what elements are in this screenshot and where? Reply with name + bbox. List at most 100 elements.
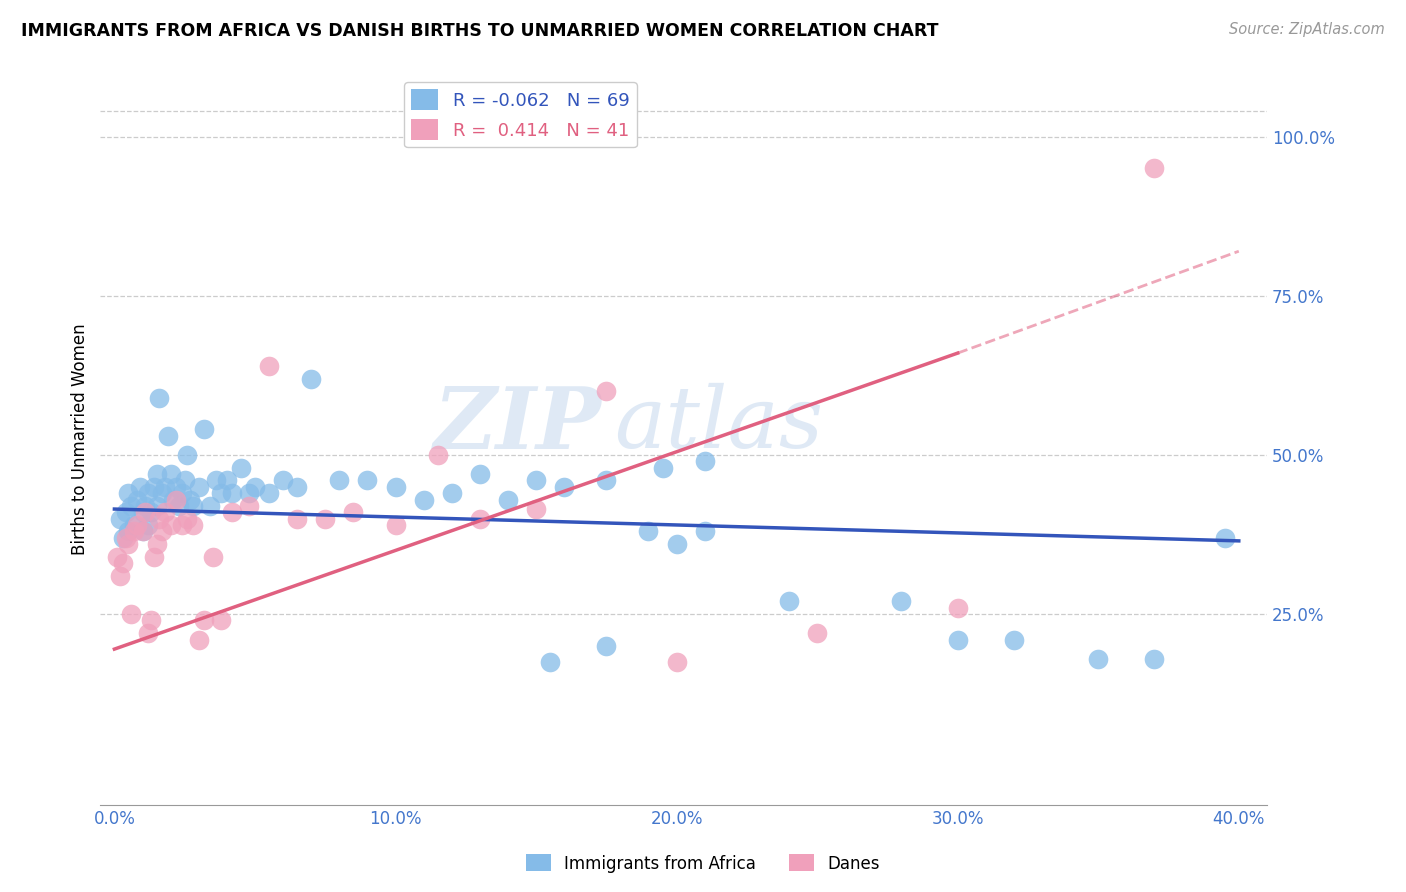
Point	[162, 492, 184, 507]
Point	[131, 505, 153, 519]
Point	[412, 492, 434, 507]
Point	[181, 518, 204, 533]
Point	[440, 486, 463, 500]
Point	[595, 384, 617, 399]
Point	[524, 502, 547, 516]
Point	[114, 505, 136, 519]
Point	[156, 429, 179, 443]
Point	[142, 480, 165, 494]
Point	[271, 474, 294, 488]
Point	[139, 505, 162, 519]
Point	[108, 511, 131, 525]
Point	[238, 486, 260, 500]
Point	[176, 511, 198, 525]
Point	[120, 607, 142, 621]
Y-axis label: Births to Unmarried Women: Births to Unmarried Women	[72, 323, 89, 555]
Point	[209, 614, 232, 628]
Point	[651, 460, 673, 475]
Point	[595, 474, 617, 488]
Point	[553, 480, 575, 494]
Point	[637, 524, 659, 539]
Point	[198, 499, 221, 513]
Point	[111, 556, 134, 570]
Point	[193, 422, 215, 436]
Point	[134, 499, 156, 513]
Point	[122, 518, 145, 533]
Point	[114, 531, 136, 545]
Point	[173, 474, 195, 488]
Point	[150, 486, 173, 500]
Point	[538, 655, 561, 669]
Point	[778, 594, 800, 608]
Point	[342, 505, 364, 519]
Point	[314, 511, 336, 525]
Point	[468, 467, 491, 481]
Point	[693, 524, 716, 539]
Point	[221, 505, 243, 519]
Point	[1143, 651, 1166, 665]
Point	[193, 614, 215, 628]
Point	[187, 632, 209, 647]
Point	[468, 511, 491, 525]
Text: Source: ZipAtlas.com: Source: ZipAtlas.com	[1229, 22, 1385, 37]
Point	[238, 499, 260, 513]
Point	[122, 524, 145, 539]
Point	[134, 505, 156, 519]
Point	[125, 492, 148, 507]
Point	[159, 518, 181, 533]
Point	[328, 474, 350, 488]
Point	[128, 480, 150, 494]
Point	[665, 537, 688, 551]
Legend: R = -0.062   N = 69, R =  0.414   N = 41: R = -0.062 N = 69, R = 0.414 N = 41	[404, 82, 637, 147]
Point	[229, 460, 252, 475]
Point	[148, 391, 170, 405]
Text: atlas: atlas	[613, 383, 823, 466]
Point	[136, 626, 159, 640]
Point	[153, 505, 176, 519]
Point	[136, 518, 159, 533]
Point	[131, 524, 153, 539]
Point	[159, 467, 181, 481]
Point	[384, 518, 406, 533]
Point	[145, 537, 167, 551]
Point	[139, 614, 162, 628]
Point	[946, 600, 969, 615]
Point	[356, 474, 378, 488]
Point	[120, 499, 142, 513]
Point	[285, 511, 308, 525]
Point	[179, 492, 201, 507]
Point	[595, 639, 617, 653]
Point	[176, 448, 198, 462]
Point	[136, 486, 159, 500]
Point	[108, 569, 131, 583]
Point	[243, 480, 266, 494]
Point	[111, 531, 134, 545]
Point	[125, 518, 148, 533]
Point	[187, 480, 209, 494]
Point	[806, 626, 828, 640]
Point	[1213, 531, 1236, 545]
Text: ZIP: ZIP	[434, 383, 602, 467]
Point	[285, 480, 308, 494]
Point	[299, 371, 322, 385]
Point	[209, 486, 232, 500]
Point	[145, 499, 167, 513]
Text: IMMIGRANTS FROM AFRICA VS DANISH BIRTHS TO UNMARRIED WOMEN CORRELATION CHART: IMMIGRANTS FROM AFRICA VS DANISH BIRTHS …	[21, 22, 939, 40]
Point	[181, 499, 204, 513]
Point	[165, 492, 187, 507]
Point	[117, 486, 139, 500]
Point	[524, 474, 547, 488]
Point	[142, 549, 165, 564]
Point	[257, 359, 280, 373]
Point	[170, 486, 193, 500]
Point	[117, 524, 139, 539]
Point	[145, 467, 167, 481]
Point	[201, 549, 224, 564]
Point	[946, 632, 969, 647]
Point	[150, 524, 173, 539]
Point	[105, 549, 128, 564]
Point	[221, 486, 243, 500]
Point	[153, 480, 176, 494]
Point	[167, 499, 190, 513]
Point	[890, 594, 912, 608]
